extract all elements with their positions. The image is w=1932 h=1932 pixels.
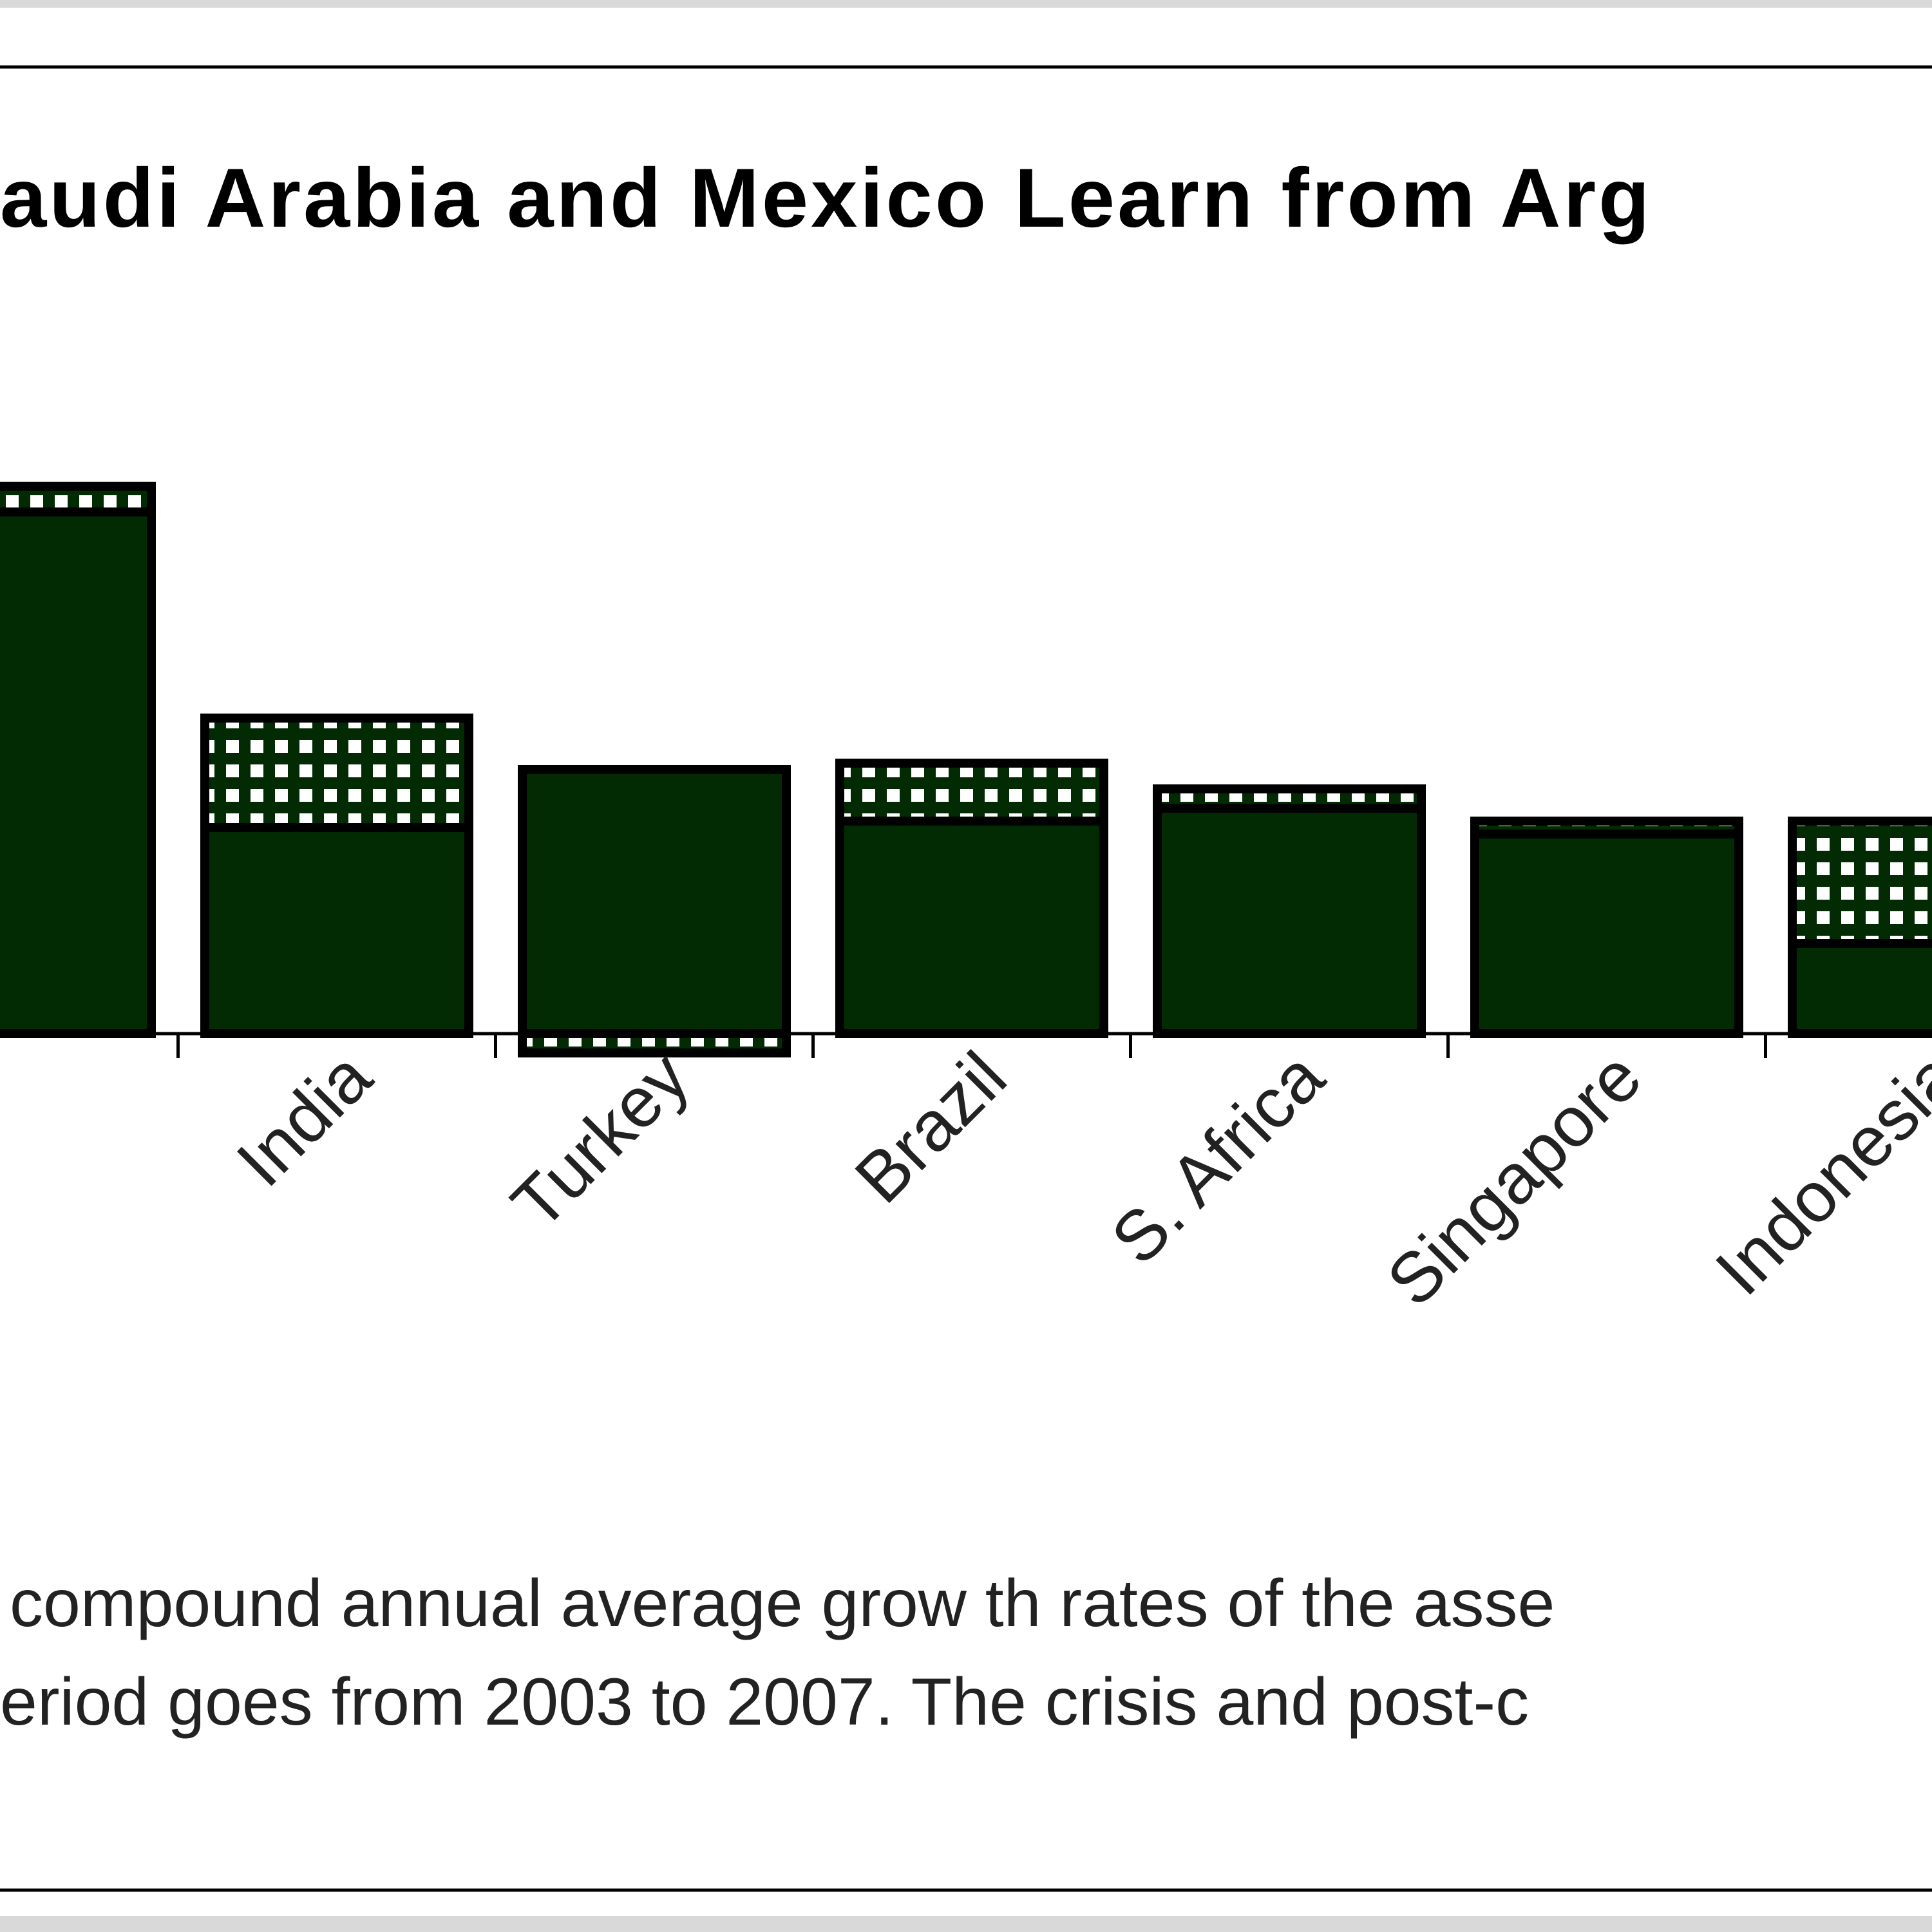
bar-solid <box>1788 939 1932 1038</box>
bar-group-first <box>0 482 156 1038</box>
bar-grid <box>1153 784 1426 813</box>
frame-bottom-band <box>0 1916 1932 1932</box>
bar-solid <box>835 817 1108 1038</box>
bar-solid <box>1153 804 1426 1038</box>
bar-grid <box>1470 817 1743 838</box>
bar-solid <box>518 765 791 1038</box>
bar-grid <box>518 1029 791 1057</box>
x-tick-label: Singapore <box>1372 1037 1656 1321</box>
bar-group-indonesia <box>1788 817 1932 1038</box>
bar-grid <box>1788 817 1932 948</box>
bar-group-singapore <box>1470 817 1743 1038</box>
x-tick-labels-layer: India Turkey Brazil S. Africa Singapore Indon… <box>222 1036 1932 1321</box>
x-tick-label: S. Africa <box>1096 1036 1339 1279</box>
bar-grid <box>835 759 1108 826</box>
bar-group-turkey <box>518 765 791 1057</box>
bar-grid <box>0 482 156 516</box>
bar-solid <box>200 823 473 1038</box>
chart-title: audi Arabia and Mexico Learn from Arg <box>0 151 1653 245</box>
bar-group-india <box>200 714 473 1038</box>
bars-layer <box>0 482 1932 1057</box>
x-ticks-layer <box>176 1034 1767 1058</box>
bar-solid <box>1470 829 1743 1038</box>
x-tick-label: Turkey <box>497 1037 704 1244</box>
frame-top-band <box>0 0 1932 8</box>
bar-solid <box>0 507 156 1038</box>
note-line-2: eriod goes from 2003 to 2007. The crisis… <box>0 1665 1529 1739</box>
bar-group-brazil <box>835 759 1108 1038</box>
bar-group-s-africa <box>1153 784 1426 1038</box>
x-tick-label: India <box>222 1036 386 1201</box>
x-tick-label: Indonesia <box>1701 1036 1932 1310</box>
bar-grid <box>200 714 473 832</box>
x-tick-label: Brazil <box>840 1037 1021 1218</box>
note-line-1: compound annual average grow th rates of… <box>10 1566 1555 1641</box>
